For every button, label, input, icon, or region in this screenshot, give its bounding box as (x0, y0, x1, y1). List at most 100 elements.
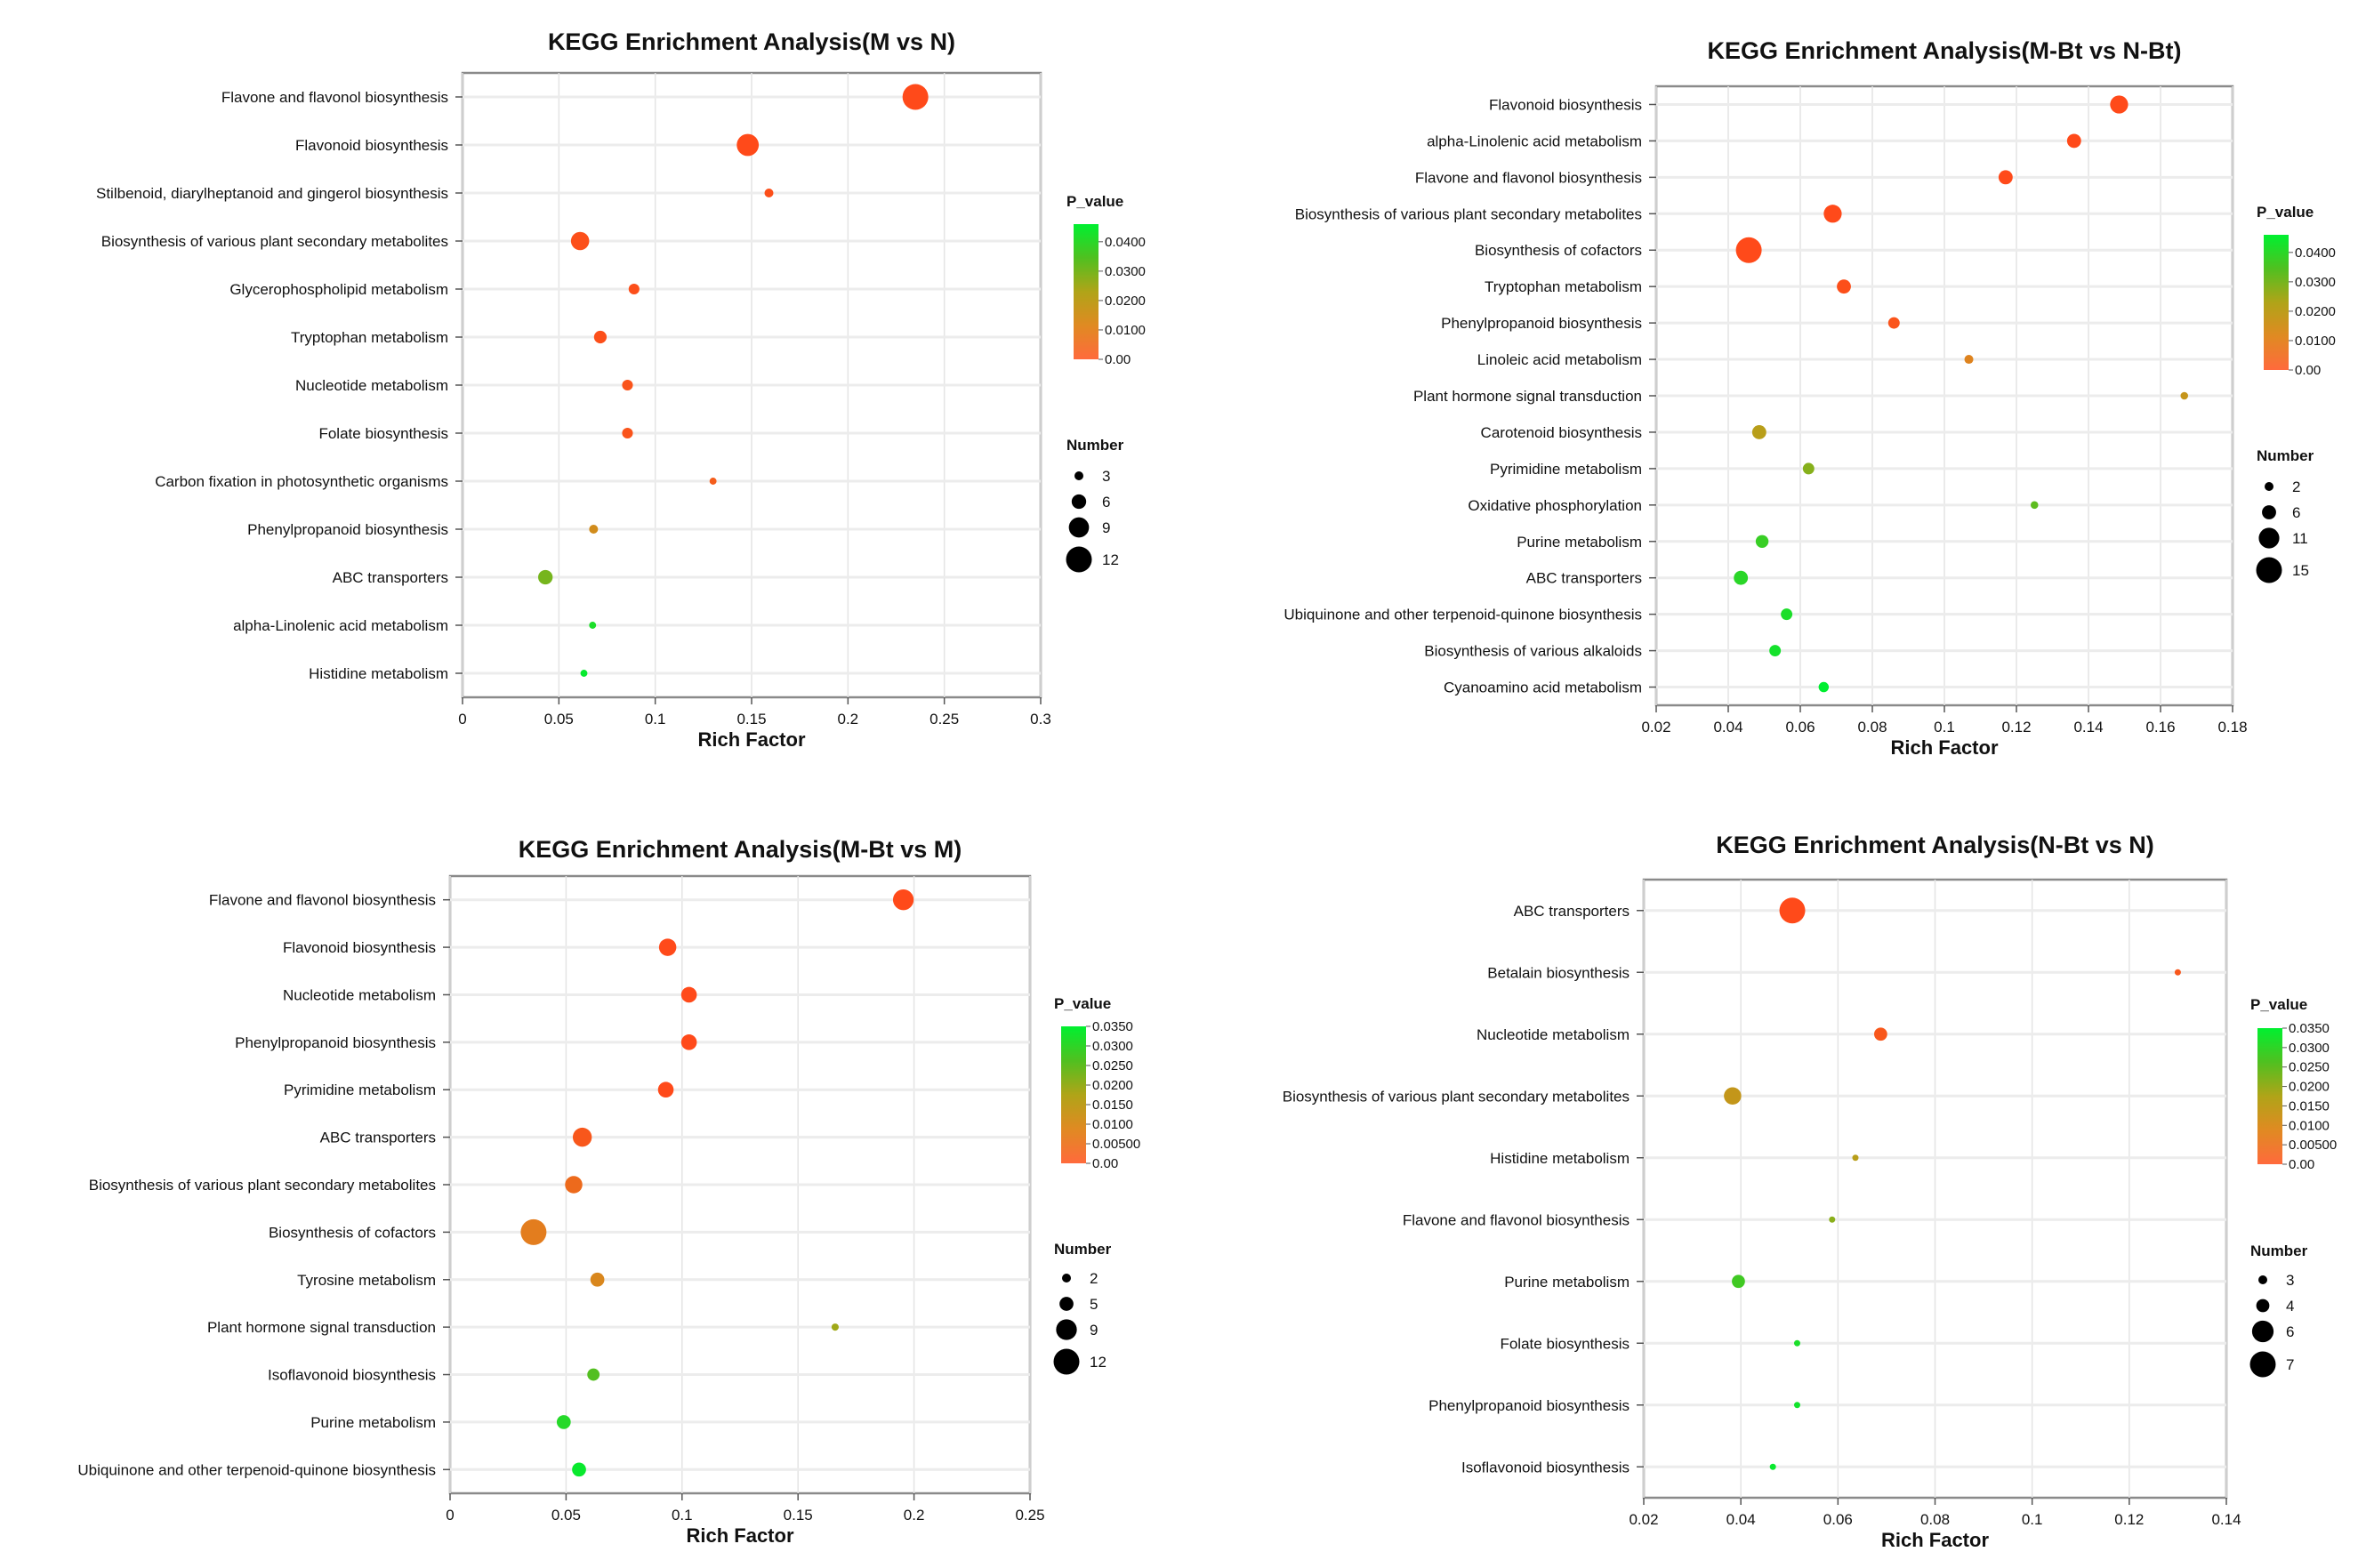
y-tick-label: Linoleic acid metabolism (1477, 351, 1642, 368)
data-point (764, 189, 774, 197)
y-tick-label: Tryptophan metabolism (1485, 278, 1642, 295)
data-point (1735, 237, 1762, 263)
y-tick-label: Histidine metabolism (1490, 1150, 1630, 1167)
size-legend-label: 5 (1090, 1296, 1098, 1313)
y-tick-label: Folate biosynthesis (318, 425, 448, 442)
data-point (1829, 1216, 1836, 1223)
y-tick-label: Flavone and flavonol biosynthesis (1415, 169, 1642, 186)
y-tick-label: Ubiquinone and other terpenoid-quinone b… (77, 1461, 436, 1478)
y-tick-label: Nucleotide metabolism (1477, 1026, 1630, 1043)
data-point (1793, 1339, 1800, 1347)
y-tick-label: alpha-Linolenic acid metabolism (233, 617, 448, 634)
size-legend-dot (2249, 1351, 2276, 1378)
size-legend-label: 15 (2292, 562, 2309, 579)
y-tick-label: Flavonoid biosynthesis (1489, 96, 1642, 113)
y-tick-label: Purine metabolism (1504, 1274, 1630, 1291)
data-point (572, 1127, 592, 1147)
size-legend-dot (2262, 505, 2276, 519)
data-point (589, 525, 599, 534)
data-point (593, 330, 608, 344)
data-point (892, 889, 914, 911)
color-legend-bar (2257, 1028, 2282, 1164)
x-tick-label: 0.05 (544, 711, 574, 728)
chart-title: KEGG Enrichment Analysis(N-Bt vs N) (1716, 832, 2154, 858)
data-point (709, 478, 717, 485)
data-point (556, 1415, 571, 1429)
data-point (1734, 570, 1749, 585)
x-tick-label: 0.1 (2022, 1511, 2043, 1528)
size-legend-dot (2258, 1275, 2267, 1284)
data-point (1769, 645, 1782, 657)
data-point (1751, 425, 1766, 439)
x-axis-label: Rich Factor (686, 1524, 793, 1547)
size-legend-title: Number (1066, 437, 1124, 454)
data-point (1852, 1154, 1859, 1162)
color-legend-label: 0.0200 (1092, 1078, 1133, 1093)
data-point (622, 379, 633, 391)
size-legend-dot (2256, 1299, 2270, 1313)
size-legend-label: 7 (2286, 1356, 2294, 1373)
x-tick-label: 0.18 (2217, 719, 2247, 736)
color-legend-label: 0.00500 (2289, 1138, 2337, 1153)
size-legend-dot (2258, 527, 2280, 549)
data-point (1724, 1087, 1742, 1105)
data-point (1755, 535, 1769, 548)
data-point (1823, 205, 1842, 223)
y-tick-label: Phenylpropanoid biosynthesis (235, 1034, 436, 1051)
chart-panel-4: KEGG Enrichment Analysis(N-Bt vs N) 0.02 0… (1283, 832, 2338, 1551)
color-legend-label: 0.0200 (1105, 293, 1146, 309)
color-legend-label: 0.00 (1105, 352, 1131, 367)
x-tick-label: 0.08 (1857, 719, 1887, 736)
size-legend-label: 9 (1090, 1322, 1098, 1339)
x-tick-label: 0.05 (551, 1507, 581, 1524)
x-tick-label: 0.3 (1030, 711, 1051, 728)
y-tick-label: Oxidative phosphorylation (1468, 497, 1642, 514)
x-tick-label: 0.04 (1726, 1511, 1756, 1528)
data-point (2110, 95, 2129, 114)
y-tick-label: Histidine metabolism (309, 665, 448, 682)
y-tick-label: Isoflavonoid biosynthesis (1461, 1459, 1630, 1476)
y-tick-label: Biosynthesis of various alkaloids (1424, 643, 1642, 660)
y-tick-label: Phenylpropanoid biosynthesis (247, 521, 448, 538)
size-legend-dot (2256, 557, 2282, 583)
data-point (2174, 969, 2181, 976)
data-point (2030, 501, 2039, 510)
y-tick-label: Nucleotide metabolism (283, 986, 436, 1003)
data-point (587, 1368, 600, 1381)
color-legend-label: 0.0100 (2295, 334, 2336, 349)
data-point (1769, 1463, 1776, 1470)
y-tick-label: Pyrimidine metabolism (284, 1082, 436, 1098)
y-tick-label: Isoflavonoid biosynthesis (268, 1367, 436, 1384)
data-point (736, 133, 760, 157)
color-legend-label: 0.0200 (2289, 1080, 2330, 1095)
color-legend-label: 0.0400 (2295, 245, 2336, 261)
x-tick-label: 0.25 (1015, 1507, 1044, 1524)
y-tick-label: Biosynthesis of various plant secondary … (101, 233, 448, 250)
color-legend-label: 0.00 (2289, 1157, 2314, 1172)
chart-panel-3: KEGG Enrichment Analysis(M-Bt vs M) 0 0.05… (77, 836, 1140, 1547)
y-tick-label: Plant hormone signal transduction (207, 1319, 436, 1336)
data-point (1964, 355, 1974, 365)
color-legend-title: P_value (1054, 995, 1111, 1012)
color-legend-label: 0.0300 (1105, 264, 1146, 279)
x-tick-label: 0.1 (645, 711, 666, 728)
data-point (2066, 133, 2081, 149)
y-tick-label: Biosynthesis of cofactors (269, 1224, 436, 1241)
size-legend-dot (1056, 1319, 1077, 1340)
chart-panel-1: KEGG Enrichment Analysis(M vs N) 0 0.05 0.1… (96, 28, 1146, 751)
x-tick-label: 0.2 (904, 1507, 925, 1524)
color-legend-label: 0.0150 (2289, 1098, 2330, 1114)
data-point (590, 1272, 605, 1287)
x-axis-label: Rich Factor (1881, 1529, 1989, 1551)
size-legend-label: 2 (1090, 1270, 1098, 1287)
data-point (680, 1034, 697, 1050)
data-point (831, 1323, 839, 1331)
data-point (902, 84, 929, 110)
y-tick-label: ABC transporters (1514, 903, 1630, 920)
data-point (570, 231, 590, 251)
data-point (1802, 462, 1815, 475)
x-tick-label: 0.12 (2001, 719, 2031, 736)
data-point (520, 1218, 547, 1245)
y-tick-label: Purine metabolism (310, 1414, 436, 1431)
